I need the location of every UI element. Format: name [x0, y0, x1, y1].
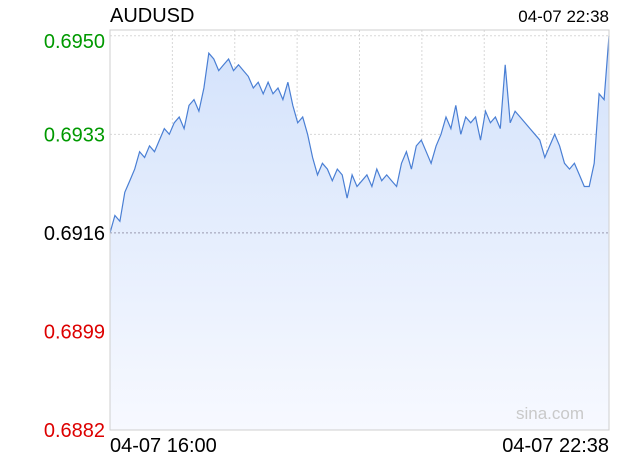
x-axis: 04-07 16:00 04-07 22:38 [110, 435, 609, 457]
y-axis: 0.6950 0.6933 0.6916 0.6899 0.6882 [44, 31, 105, 442]
y-tick-label: 0.6950 [44, 31, 105, 53]
y-tick-label: 0.6899 [44, 321, 105, 343]
y-tick-label: 0.6933 [44, 124, 105, 146]
chart-title: AUDUSD [110, 5, 194, 27]
x-tick-label: 04-07 16:00 [110, 435, 217, 457]
x-tick-label: 04-07 22:38 [502, 435, 609, 457]
plot-frame [109, 29, 610, 431]
y-tick-label: 0.6882 [44, 420, 105, 442]
watermark: sina.com [516, 404, 584, 423]
price-line [109, 35, 610, 234]
y-tick-label: 0.6916 [44, 223, 105, 245]
chart-timestamp: 04-07 22:38 [518, 7, 609, 26]
